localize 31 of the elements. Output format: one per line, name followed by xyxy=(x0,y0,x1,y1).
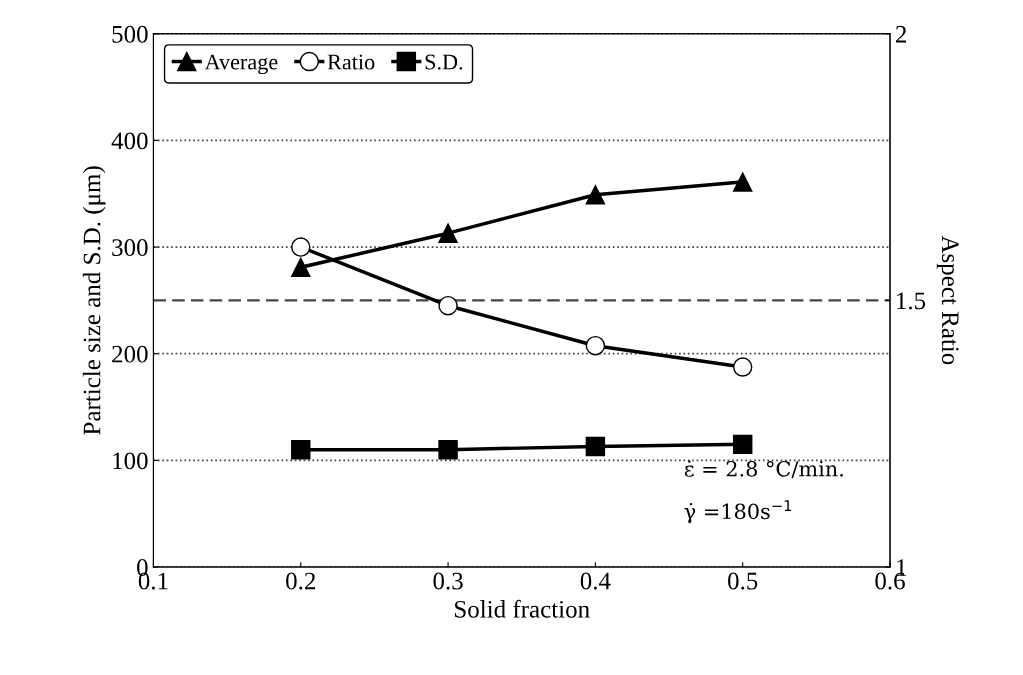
y-tick-label: 100 xyxy=(113,452,148,470)
point xyxy=(291,237,311,257)
point xyxy=(291,257,311,278)
x-tick-label: 0.2 xyxy=(286,572,316,590)
legend-label: S.D. xyxy=(425,54,463,70)
point xyxy=(585,335,606,356)
y2-tick-label: 1.5 xyxy=(897,292,926,310)
y-axis-title: Particle size and S.D. (μm) xyxy=(82,166,106,435)
point xyxy=(732,172,753,192)
point xyxy=(585,436,606,457)
y-tick-label: 200 xyxy=(112,345,148,363)
x-tick-label: 0.5 xyxy=(728,572,758,590)
point xyxy=(732,434,753,455)
point xyxy=(585,185,606,205)
x-axis-title: Solid fraction xyxy=(455,599,590,618)
point xyxy=(291,439,311,460)
y-tick-label: 400 xyxy=(111,132,148,150)
y2-axis-title: Aspect Ratio xyxy=(936,235,959,365)
y-tick-label: 500 xyxy=(112,25,148,43)
x-tick-label: 0.3 xyxy=(433,572,463,590)
y2-tick-label: 2 xyxy=(895,25,906,43)
x-tick-label: 0.4 xyxy=(580,572,611,590)
point xyxy=(732,357,753,377)
y-tick-label: 300 xyxy=(112,239,148,256)
annotation: ε̇ = 2.8 °C/min. xyxy=(684,460,843,479)
legend-label: Ratio xyxy=(327,54,375,70)
point xyxy=(438,439,458,460)
point xyxy=(438,223,458,243)
point xyxy=(438,295,458,316)
legend-label: Average xyxy=(204,54,278,75)
annotation: γ̇ =180s$^{−1}$ xyxy=(684,500,792,524)
